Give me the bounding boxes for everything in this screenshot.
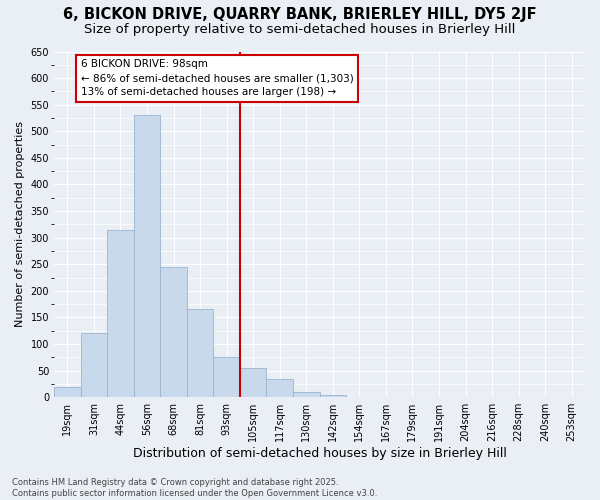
- Text: Contains HM Land Registry data © Crown copyright and database right 2025.
Contai: Contains HM Land Registry data © Crown c…: [12, 478, 377, 498]
- Bar: [107, 230, 134, 397]
- Bar: [240, 368, 266, 397]
- Text: 6, BICKON DRIVE, QUARRY BANK, BRIERLEY HILL, DY5 2JF: 6, BICKON DRIVE, QUARRY BANK, BRIERLEY H…: [63, 8, 537, 22]
- Bar: [214, 358, 240, 397]
- Bar: [293, 392, 320, 397]
- Y-axis label: Number of semi-detached properties: Number of semi-detached properties: [15, 122, 25, 328]
- Bar: [320, 394, 346, 397]
- X-axis label: Distribution of semi-detached houses by size in Brierley Hill: Distribution of semi-detached houses by …: [133, 447, 506, 460]
- Bar: [54, 386, 80, 397]
- Bar: [80, 334, 107, 397]
- Bar: [160, 267, 187, 397]
- Bar: [266, 378, 293, 397]
- Bar: [134, 116, 160, 397]
- Text: Size of property relative to semi-detached houses in Brierley Hill: Size of property relative to semi-detach…: [85, 22, 515, 36]
- Text: 6 BICKON DRIVE: 98sqm
← 86% of semi-detached houses are smaller (1,303)
13% of s: 6 BICKON DRIVE: 98sqm ← 86% of semi-deta…: [80, 60, 353, 98]
- Bar: [187, 310, 214, 397]
